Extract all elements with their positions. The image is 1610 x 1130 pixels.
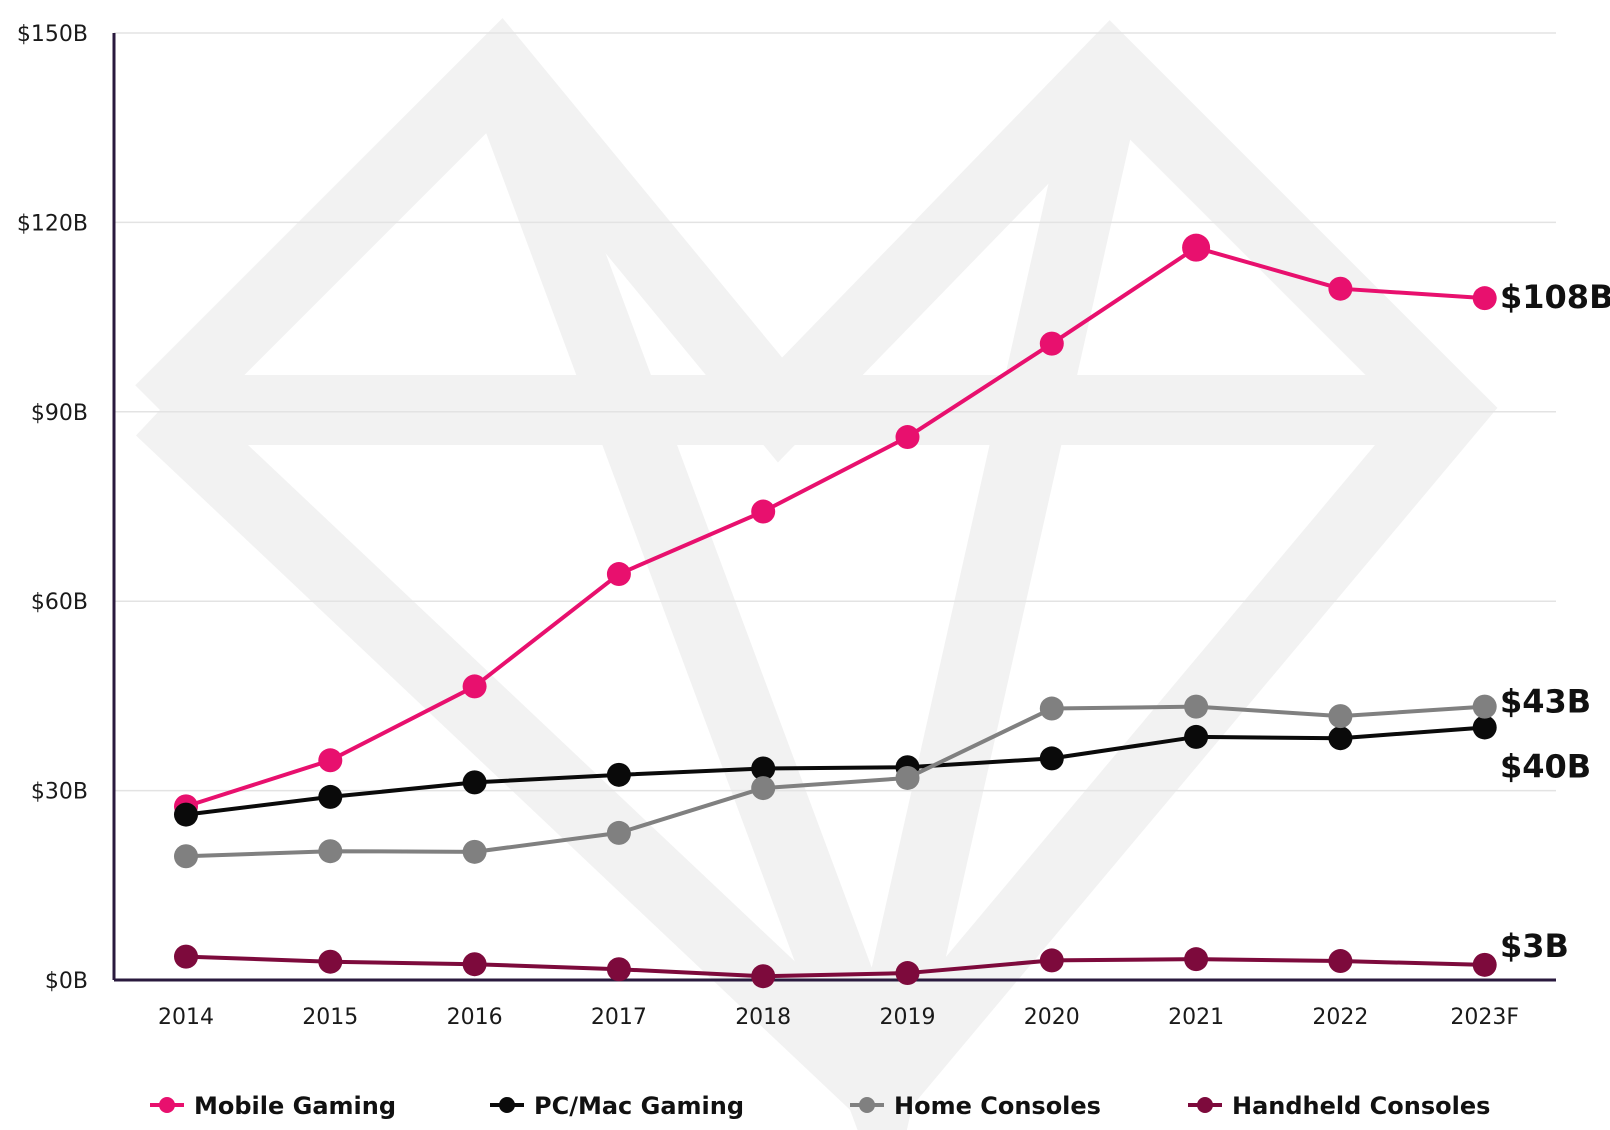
- data-point: [751, 776, 776, 801]
- data-point: [1039, 948, 1064, 973]
- legend: Mobile Gaming PC/Mac Gaming Home Consoles H…: [150, 1092, 1490, 1120]
- legend-swatch-marker: [1197, 1097, 1213, 1113]
- data-point: [751, 964, 776, 989]
- data-point: [462, 839, 487, 864]
- x-tick-label: 2022: [1312, 1005, 1368, 1030]
- end-labels: $108B $40B $43B $3B: [1500, 278, 1610, 965]
- data-point: [1472, 694, 1497, 719]
- legend-item: Home Consoles: [850, 1092, 1101, 1120]
- data-point: [606, 957, 631, 982]
- x-tick-label: 2021: [1168, 1005, 1224, 1030]
- data-point: [318, 839, 343, 864]
- data-point: [1328, 704, 1353, 729]
- x-tick-label: 2018: [735, 1005, 791, 1030]
- end-label: $3B: [1500, 927, 1569, 965]
- x-tick-label: 2019: [880, 1005, 936, 1030]
- y-tick-label: $30B: [31, 780, 88, 805]
- legend-label: Home Consoles: [894, 1092, 1101, 1120]
- data-point: [1039, 696, 1064, 721]
- series-line: [185, 704, 1485, 859]
- x-tick-label: 2023F: [1450, 1005, 1519, 1030]
- x-tick-label: 2017: [591, 1005, 647, 1030]
- data-point: [1039, 746, 1064, 771]
- series-line: [185, 725, 1485, 817]
- axes: [112, 33, 1556, 982]
- background-watermark: [135, 17, 1498, 1130]
- x-tick-label: 2020: [1024, 1005, 1080, 1030]
- x-tick-label: 2015: [302, 1005, 358, 1030]
- data-point: [318, 784, 343, 809]
- x-tick-label: 2016: [447, 1005, 503, 1030]
- data-point: [1472, 715, 1497, 740]
- data-point: [895, 765, 920, 790]
- x-axis-ticks: 2014 2015 2016 2017 2018 2019 2020 2021 2022 2023…: [158, 1005, 1519, 1030]
- data-point: [751, 756, 776, 781]
- y-tick-label: $60B: [31, 590, 88, 615]
- gridlines: [114, 32, 1556, 792]
- series-group: [174, 233, 1497, 989]
- series-home-consoles: [174, 694, 1497, 869]
- y-axis-ticks: $0B $30B $60B $90B $120B $150B: [17, 22, 88, 994]
- legend-swatch-marker: [859, 1097, 875, 1113]
- data-point: [1328, 276, 1353, 301]
- y-tick-label: $0B: [45, 969, 88, 994]
- series-line: [185, 245, 1485, 809]
- data-point: [1472, 952, 1497, 977]
- y-tick-label: $90B: [31, 401, 88, 426]
- legend-item: Mobile Gaming: [150, 1092, 396, 1120]
- legend-item: Handheld Consoles: [1188, 1092, 1490, 1120]
- data-point: [174, 944, 198, 969]
- end-label: $43B: [1500, 683, 1591, 721]
- legend-swatch-marker: [499, 1097, 515, 1113]
- data-point: [1184, 947, 1209, 972]
- legend-label: Handheld Consoles: [1232, 1092, 1490, 1120]
- y-tick-label: $120B: [17, 211, 88, 236]
- legend-item: PC/Mac Gaming: [490, 1092, 744, 1120]
- data-point: [751, 499, 776, 524]
- data-point: [462, 952, 487, 977]
- data-point: [462, 770, 487, 795]
- data-point: [606, 762, 631, 787]
- series-handheld-consoles: [174, 944, 1497, 989]
- series-line: [185, 954, 1485, 979]
- x-tick-label: 2014: [158, 1005, 214, 1030]
- y-tick-label: $150B: [17, 22, 88, 47]
- legend-label: PC/Mac Gaming: [534, 1092, 744, 1120]
- data-point: [606, 562, 631, 587]
- legend-swatch-marker: [159, 1097, 175, 1113]
- data-point: [1184, 694, 1209, 719]
- data-point: [462, 674, 487, 699]
- data-point: [1328, 949, 1353, 974]
- end-label: $40B: [1500, 747, 1591, 785]
- data-point: [318, 748, 343, 773]
- data-point: [895, 425, 920, 450]
- data-point: [318, 949, 343, 974]
- data-point: [895, 961, 920, 986]
- data-point: [606, 820, 631, 845]
- legend-label: Mobile Gaming: [194, 1092, 396, 1120]
- end-label: $108B: [1500, 278, 1610, 316]
- data-point: [1039, 331, 1064, 356]
- data-point: [174, 802, 198, 827]
- series-pc-mac-gaming: [174, 715, 1497, 827]
- data-point: [1328, 726, 1353, 751]
- data-point: [1184, 724, 1209, 749]
- data-point: [174, 844, 198, 869]
- data-point: [1472, 286, 1497, 311]
- data-point: [1182, 233, 1211, 262]
